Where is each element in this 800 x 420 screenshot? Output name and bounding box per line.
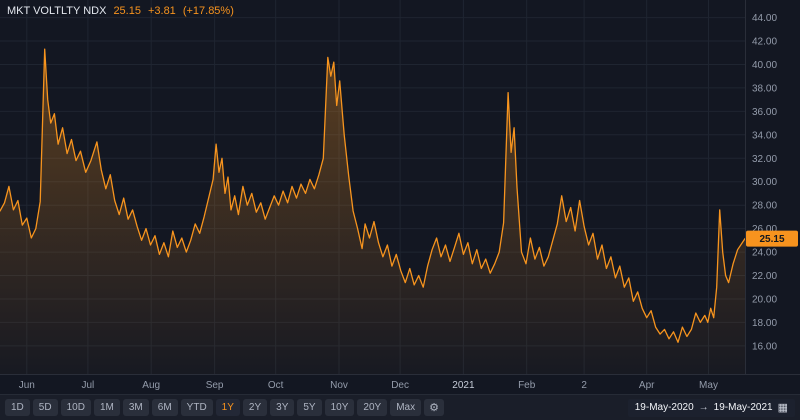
y-axis-label: 18.00 (752, 318, 777, 329)
range-button-3y[interactable]: 3Y (270, 399, 295, 416)
date-range-picker[interactable]: 19-May-2020 → 19-May-2021 ▦ (627, 398, 795, 417)
range-button-3m[interactable]: 3M (122, 399, 149, 416)
range-button-20y[interactable]: 20Y (357, 399, 388, 416)
x-axis-label: Jun (19, 380, 35, 391)
x-axis-label: Feb (518, 380, 536, 391)
settings-gear-icon[interactable]: ⚙ (424, 399, 444, 416)
x-axis-label: May (699, 380, 718, 391)
x-axis-label: 2021 (452, 380, 475, 391)
range-button-1d[interactable]: 1D (5, 399, 30, 416)
y-axis-label: 42.00 (752, 37, 777, 48)
y-axis-label: 36.00 (752, 107, 777, 118)
range-button-1m[interactable]: 1M (93, 399, 120, 416)
price-change: +3.81 (147, 5, 176, 17)
instrument-name: MKT VOLTLTY NDX (7, 5, 107, 17)
range-button-2y[interactable]: 2Y (242, 399, 268, 416)
instrument-legend: MKT VOLTLTY NDX 25.15 +3.81 (+17.85%) (7, 5, 234, 17)
x-axis-label: 2 (581, 380, 587, 391)
x-axis-label: Nov (330, 380, 348, 391)
y-axis-label: 34.00 (752, 130, 777, 141)
range-button-6m[interactable]: 6M (151, 399, 178, 416)
y-axis-label: 32.00 (752, 154, 777, 165)
y-axis-label: 20.00 (752, 295, 777, 306)
price-change-pct: (+17.85%) (182, 5, 234, 17)
y-axis-label: 16.00 (752, 341, 777, 352)
y-axis-label: 30.00 (752, 177, 777, 188)
last-price: 25.15 (113, 5, 141, 17)
last-price-tag: 25.15 (746, 230, 798, 247)
x-axis-label: Oct (268, 380, 284, 391)
range-button-10d[interactable]: 10D (60, 399, 91, 416)
y-axis-label: 38.00 (752, 83, 777, 94)
range-button-10y[interactable]: 10Y (324, 399, 355, 416)
y-axis-label: 44.00 (752, 13, 777, 24)
x-axis-label: Dec (391, 380, 409, 391)
y-axis-label: 28.00 (752, 201, 777, 212)
y-axis-label: 22.00 (752, 271, 777, 282)
date-range-end[interactable]: 19-May-2021 (713, 402, 773, 413)
range-button-5d[interactable]: 5D (32, 399, 58, 416)
x-axis-label: Apr (639, 380, 655, 391)
y-axis-label: 40.00 (752, 60, 777, 71)
date-range-start[interactable]: 19-May-2020 (634, 402, 694, 413)
range-button-max[interactable]: Max (390, 399, 422, 416)
toolbar: 1D 5D 10D 1M 3M 6M YTD 1Y 2Y 3Y 5Y 10Y 20Y Max ⚙ 19-M… (0, 394, 800, 420)
date-range-arrow-icon: → (698, 402, 709, 413)
x-axis-label: Sep (206, 380, 224, 391)
series-line (0, 48, 746, 343)
range-button-ytd[interactable]: YTD (180, 399, 213, 416)
range-button-5y[interactable]: 5Y (297, 399, 322, 416)
x-axis-label: Aug (142, 380, 160, 391)
series-area (0, 49, 745, 374)
x-axis-label: Jul (82, 380, 95, 391)
y-axis-label: 26.00 (752, 224, 777, 235)
range-selector: 1D 5D 10D 1M 3M 6M YTD 1Y 2Y 3Y 5Y 10Y 20Y Max (5, 399, 422, 416)
y-axis-label: 24.00 (752, 248, 777, 259)
range-button-1y[interactable]: 1Y (215, 399, 240, 416)
svg-text:25.15: 25.15 (759, 234, 784, 245)
price-chart-plot[interactable]: Jun Jul Aug Sep Oct Nov Dec 2021 Feb 2 Apr May 44.00… (0, 0, 800, 394)
calendar-icon[interactable]: ▦ (777, 402, 788, 414)
